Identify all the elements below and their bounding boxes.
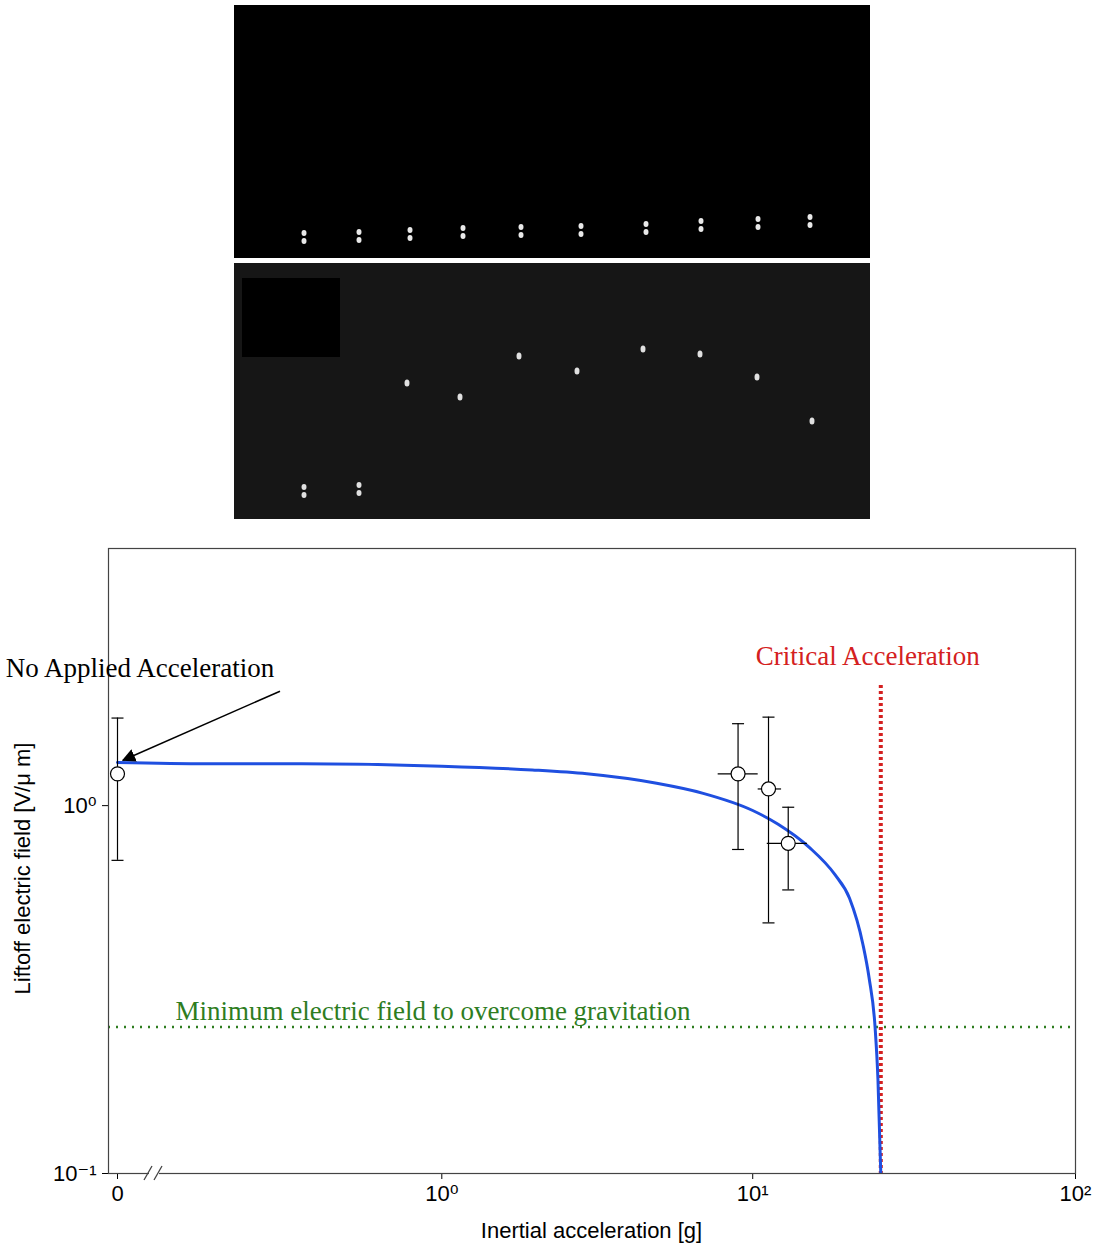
svg-text:10⁰: 10⁰: [425, 1181, 458, 1206]
svg-text:10⁻¹: 10⁻¹: [53, 1161, 96, 1186]
svg-text:0: 0: [111, 1181, 123, 1206]
svg-text:Inertial acceleration [g]: Inertial acceleration [g]: [481, 1218, 702, 1243]
svg-text:No Applied Acceleration: No Applied Acceleration: [6, 653, 275, 683]
svg-text:Critical Acceleration: Critical Acceleration: [756, 641, 981, 671]
svg-text:Minimum electric field to over: Minimum electric field to overcome gravi…: [176, 996, 692, 1026]
svg-text:10¹: 10¹: [737, 1181, 769, 1206]
svg-text:Liftoff electric field [V/μ m]: Liftoff electric field [V/μ m]: [10, 743, 35, 995]
svg-text:10⁰: 10⁰: [63, 793, 96, 818]
svg-text:10²: 10²: [1060, 1181, 1092, 1206]
